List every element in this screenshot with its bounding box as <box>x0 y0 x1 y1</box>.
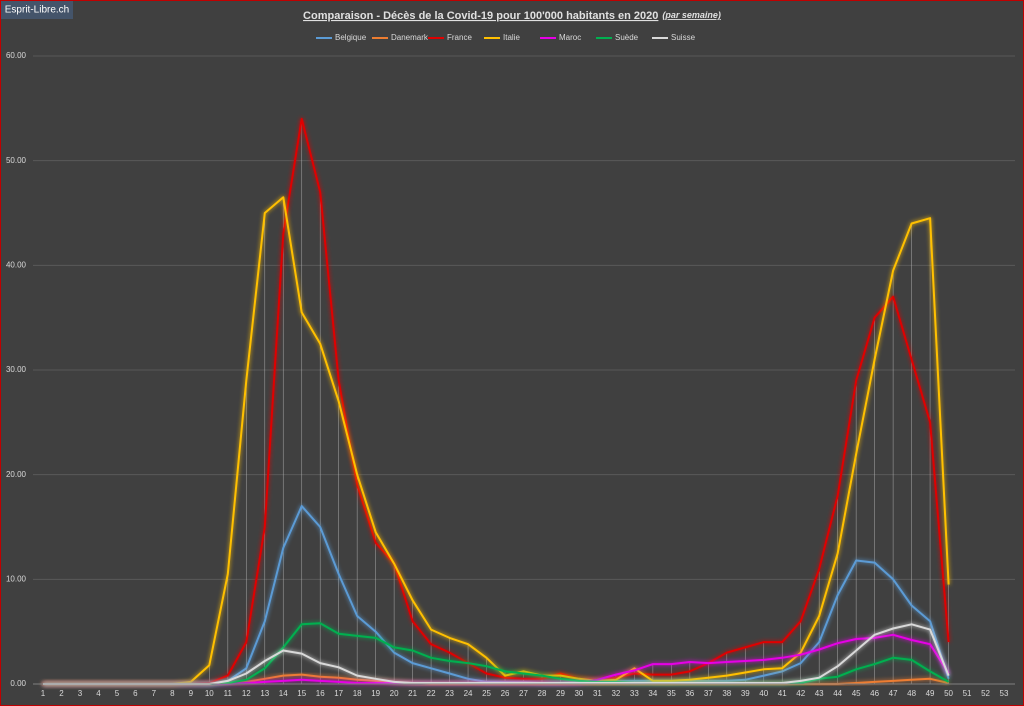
x-tick-label: 51 <box>963 689 972 698</box>
x-tick-label: 10 <box>205 689 214 698</box>
x-tick-label: 44 <box>833 689 842 698</box>
x-tick-label: 18 <box>353 689 362 698</box>
x-tick-label: 1 <box>41 689 46 698</box>
x-tick-label: 4 <box>96 689 101 698</box>
chart-title: Comparaison - Décès de la Covid-19 pour … <box>303 10 721 22</box>
x-tick-label: 24 <box>464 689 473 698</box>
badge-bg <box>1 1 73 19</box>
legend-label: Belgique <box>335 33 367 42</box>
x-tick-label: 49 <box>926 689 935 698</box>
x-tick-label: 27 <box>519 689 528 698</box>
x-tick-label: 8 <box>170 689 175 698</box>
x-tick-label: 41 <box>778 689 787 698</box>
y-tick-label: 10.00 <box>6 574 27 583</box>
legend-label: France <box>447 33 472 42</box>
x-tick-label: 50 <box>944 689 953 698</box>
x-tick-label: 34 <box>648 689 657 698</box>
y-tick-label: 30.00 <box>6 365 27 374</box>
legend-label: Italie <box>503 33 520 42</box>
x-tick-label: 39 <box>741 689 750 698</box>
y-tick-label: 40.00 <box>6 260 27 269</box>
x-tick-label: 13 <box>260 689 269 698</box>
x-tick-label: 53 <box>1000 689 1009 698</box>
x-tick-label: 21 <box>408 689 417 698</box>
x-tick-label: 37 <box>704 689 713 698</box>
title-main: Comparaison - Décès de la Covid-19 pour … <box>303 10 658 22</box>
y-tick-label: 60.00 <box>6 51 27 60</box>
badge: Esprit-Libre.ch <box>5 5 69 16</box>
x-tick-label: 48 <box>907 689 916 698</box>
x-tick-label: 40 <box>759 689 768 698</box>
x-tick-label: 43 <box>815 689 824 698</box>
legend-label: Maroc <box>559 33 581 42</box>
x-tick-label: 30 <box>574 689 583 698</box>
x-tick-label: 14 <box>279 689 288 698</box>
x-tick-label: 26 <box>501 689 510 698</box>
x-tick-label: 42 <box>796 689 805 698</box>
x-tick-label: 29 <box>556 689 565 698</box>
legend-label: Danemark <box>391 33 429 42</box>
x-tick-label: 31 <box>593 689 602 698</box>
x-tick-label: 33 <box>630 689 639 698</box>
x-tick-label: 38 <box>722 689 731 698</box>
x-tick-label: 35 <box>667 689 676 698</box>
x-tick-label: 7 <box>152 689 157 698</box>
x-tick-label: 52 <box>981 689 990 698</box>
x-tick-label: 47 <box>889 689 898 698</box>
x-tick-label: 28 <box>538 689 547 698</box>
x-tick-label: 5 <box>115 689 120 698</box>
x-tick-label: 11 <box>224 689 233 698</box>
x-tick-label: 19 <box>371 689 380 698</box>
x-tick-label: 3 <box>78 689 83 698</box>
legend-label: Suède <box>615 33 639 42</box>
legend-label: Suisse <box>671 33 696 42</box>
x-tick-label: 45 <box>852 689 861 698</box>
x-tick-label: 46 <box>870 689 879 698</box>
x-tick-label: 22 <box>427 689 436 698</box>
x-tick-label: 17 <box>334 689 343 698</box>
x-tick-label: 20 <box>390 689 399 698</box>
y-tick-label: 50.00 <box>6 156 27 165</box>
x-tick-label: 6 <box>133 689 138 698</box>
x-tick-label: 9 <box>189 689 194 698</box>
x-tick-label: 36 <box>685 689 694 698</box>
x-tick-label: 32 <box>611 689 620 698</box>
x-tick-label: 16 <box>316 689 325 698</box>
title-note: (par semaine) <box>662 10 721 20</box>
y-tick-label: 20.00 <box>6 470 27 479</box>
y-tick-label: 0.00 <box>10 679 26 688</box>
x-tick-label: 15 <box>297 689 306 698</box>
x-tick-label: 2 <box>59 689 64 698</box>
x-tick-label: 23 <box>445 689 454 698</box>
x-tick-label: 12 <box>242 689 251 698</box>
x-tick-label: 25 <box>482 689 491 698</box>
